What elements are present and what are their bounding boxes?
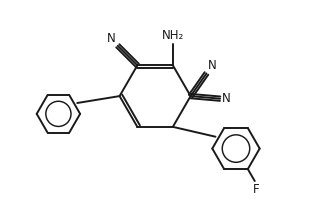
Text: F: F: [252, 183, 259, 196]
Text: NH₂: NH₂: [162, 29, 184, 42]
Text: N: N: [107, 32, 116, 45]
Text: N: N: [207, 60, 216, 73]
Text: N: N: [222, 92, 231, 105]
